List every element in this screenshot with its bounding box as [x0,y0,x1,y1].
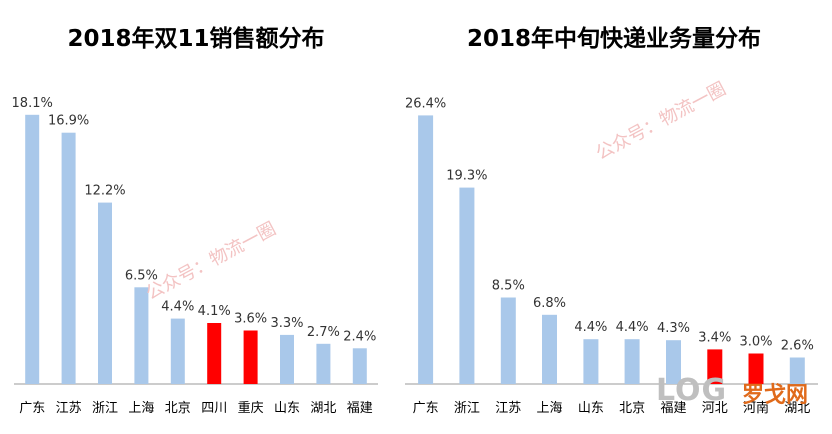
category-label: 江苏 [56,400,82,416]
bar-express-5 [583,339,599,384]
value-labels-express: 26.4% 19.3% 8.5% 6.8% 4.4% 4.4% 4.3% 3.4% 3.0% 2.… [405,96,814,353]
bar-sales-9 [316,343,331,384]
category-label: 河南 [743,400,769,416]
bar-express-2 [459,187,475,384]
value-label: 2.7% [307,325,340,340]
bars-sales [25,114,367,385]
category-labels-express: 广东 浙江 江苏 上海 山东 北京 福建 河北 河南 湖北 [413,400,811,416]
value-label: 26.4% [405,96,446,111]
logo-cn: 罗戈网 [742,383,809,408]
category-label: 浙江 [454,401,480,416]
category-labels-sales: 广东 江苏 浙江 上海 北京 四川 重庆 山东 湖北 福建 [19,400,373,416]
value-label: 3.0% [739,335,772,350]
express-volume-chart: 2018年中旬快递业务量分布 26.4% 19.3% 8.5% 6.8% 4.4% 4.4… [405,25,818,416]
bar-sales-6 [207,323,222,384]
value-label: 4.1% [198,304,231,319]
watermark-left: 公众号：物流一圈 [142,218,279,304]
category-label: 广东 [413,401,439,416]
value-label: 4.4% [161,300,194,315]
value-label: 2.4% [343,329,376,344]
value-label: 18.1% [12,96,53,111]
bar-sales-5 [170,318,185,384]
bar-sales-8 [280,334,294,384]
category-label: 上海 [536,401,562,416]
logo-text: LOG [656,373,728,408]
bar-express-3 [500,297,516,384]
bar-sales-1 [25,114,40,385]
category-label: 重庆 [238,400,264,416]
bars-express [418,115,805,385]
bar-sales-4 [134,287,149,384]
value-label: 4.4% [616,320,649,335]
value-label: 3.3% [270,316,303,331]
value-label: 8.5% [492,279,525,294]
chart-title-sales: 2018年双11销售额分布 [67,25,324,52]
sales-distribution-chart: 2018年双11销售额分布 18.1% 16.9% 12.2% 6.5% 4.4% 4.1… [12,25,378,416]
value-label: 4.4% [574,320,607,335]
site-logo: LOG 罗戈网 [656,373,826,413]
category-label: 湖北 [310,401,336,416]
value-label: 2.6% [781,339,814,354]
category-label: 四川 [201,401,227,416]
category-label: 浙江 [92,401,118,416]
value-label: 12.2% [84,184,125,199]
value-label: 6.5% [125,268,158,283]
category-label: 山东 [578,401,604,416]
value-label: 3.6% [234,312,267,327]
bar-express-4 [542,314,557,384]
value-label: 4.3% [657,321,690,336]
chart-title-express: 2018年中旬快递业务量分布 [467,25,761,52]
category-label: 河北 [702,401,728,416]
bar-express-7 [666,340,681,384]
watermark-right: 公众号：物流一圈 [592,78,729,164]
category-label: 上海 [128,401,154,416]
bar-sales-10 [352,348,367,384]
value-label: 6.8% [533,296,566,311]
value-labels-sales: 18.1% 16.9% 12.2% 6.5% 4.4% 4.1% 3.6% 3.3% 2.7% 2… [12,96,377,344]
bar-sales-7 [243,330,258,384]
category-label: 福建 [660,401,686,416]
value-label: 19.3% [446,169,487,184]
value-label: 3.4% [698,330,731,345]
bar-express-1 [418,115,434,385]
category-label: 福建 [347,401,373,416]
bar-express-9 [748,353,764,384]
category-label: 北京 [619,401,645,416]
bar-express-6 [624,339,640,384]
bar-express-8 [707,349,723,384]
category-label: 北京 [165,401,191,416]
bar-sales-3 [98,202,112,384]
bar-express-10 [789,357,805,384]
bar-sales-2 [61,132,76,384]
category-label: 山东 [274,401,300,416]
category-label: 广东 [19,401,45,416]
value-label: 16.9% [48,114,89,129]
category-label: 湖北 [784,401,810,416]
category-label: 江苏 [495,400,521,416]
